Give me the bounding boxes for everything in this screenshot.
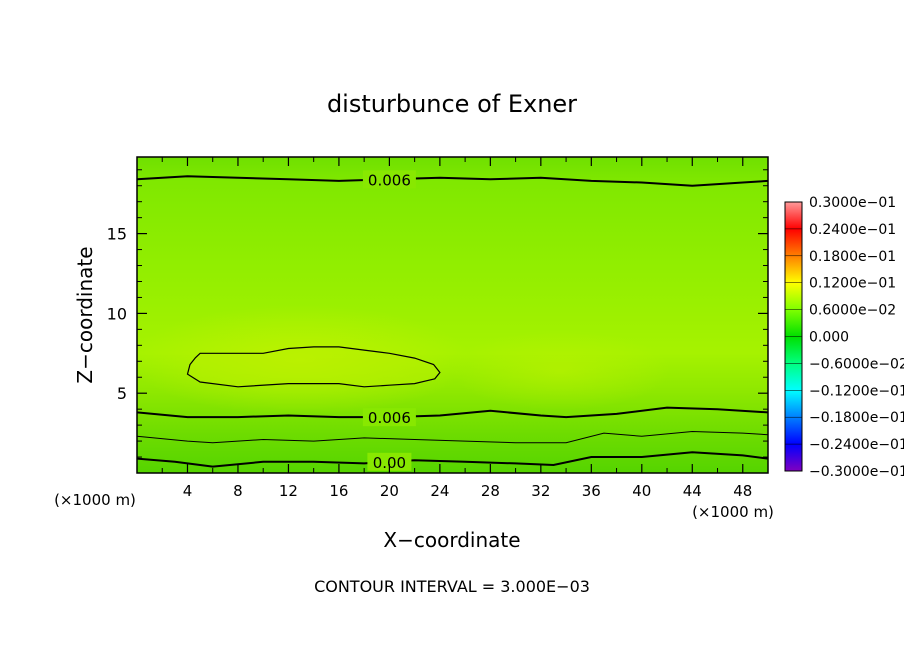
contour-label-bg (362, 170, 416, 189)
colorbar-label: 0.000 (809, 330, 849, 346)
colorbar-label: −0.1800e−01 (809, 410, 904, 426)
x-tick-label: 40 (632, 482, 651, 500)
y-axis-unit: (×1000 m) (54, 491, 136, 509)
colorbar-label: −0.6000e−02 (809, 356, 904, 372)
y-tick-label: 10 (107, 304, 127, 323)
colorbar-label: −0.1200e−01 (809, 383, 904, 399)
x-tick-label: 48 (733, 482, 752, 500)
colorbar-label: 0.1800e−01 (809, 249, 896, 265)
colorbar-label: 0.3000e−01 (809, 195, 896, 211)
contour-lines: 0.006 0.006 0.00 (137, 170, 768, 472)
y-tick-label: 5 (117, 384, 127, 403)
y-tick-label: 15 (107, 225, 127, 244)
colorbar: 0.3000e−01 0.2400e−01 0.1800e−01 0.1200e−01… (784, 195, 904, 480)
x-tick-label: 24 (430, 482, 449, 500)
contour-line (137, 430, 768, 444)
x-axis-label: X−coordinate (383, 528, 520, 552)
contour-label-bg (362, 408, 416, 427)
contour-label: 0.006 (368, 409, 411, 427)
x-axis-ticks: 4 8 12 16 20 24 28 32 36 40 44 48 (161, 157, 752, 500)
contour-label: 0.006 (368, 171, 411, 189)
contour-label-bg (367, 452, 412, 471)
contour-interval-note: CONTOUR INTERVAL = 3.000E−03 (314, 577, 590, 596)
x-tick-label: 32 (531, 482, 550, 500)
contour-line (137, 175, 768, 187)
x-tick-label: 20 (380, 482, 399, 500)
x-tick-label: 4 (183, 482, 193, 500)
colorbar-label: 0.1200e−01 (809, 276, 896, 292)
x-tick-label: 8 (233, 482, 243, 500)
plot-area: 0.006 0.006 0.00 (137, 157, 768, 473)
colorbar-label: −0.3000e−01 (809, 464, 904, 480)
colorbar-label: 0.6000e−02 (809, 303, 896, 319)
x-tick-label: 16 (329, 482, 348, 500)
y-axis-label: Z−coordinate (73, 246, 97, 383)
closed-contour (186, 346, 441, 388)
x-axis-unit: (×1000 m) (692, 503, 774, 521)
colorbar-label: 0.2400e−01 (809, 222, 896, 238)
chart-title: disturbunce of Exner (327, 90, 577, 118)
x-tick-label: 12 (279, 482, 298, 500)
colorbar-label: −0.2400e−01 (809, 437, 904, 453)
field-secondary-region (450, 330, 670, 410)
contour-line (137, 406, 768, 419)
plot-frame (136, 156, 769, 474)
x-tick-label: 36 (582, 482, 601, 500)
y-axis-ticks: 5 10 15 (107, 169, 768, 458)
contour-line (137, 451, 768, 468)
contour-label: 0.00 (373, 454, 406, 472)
x-tick-label: 44 (683, 482, 702, 500)
x-tick-label: 28 (481, 482, 500, 500)
